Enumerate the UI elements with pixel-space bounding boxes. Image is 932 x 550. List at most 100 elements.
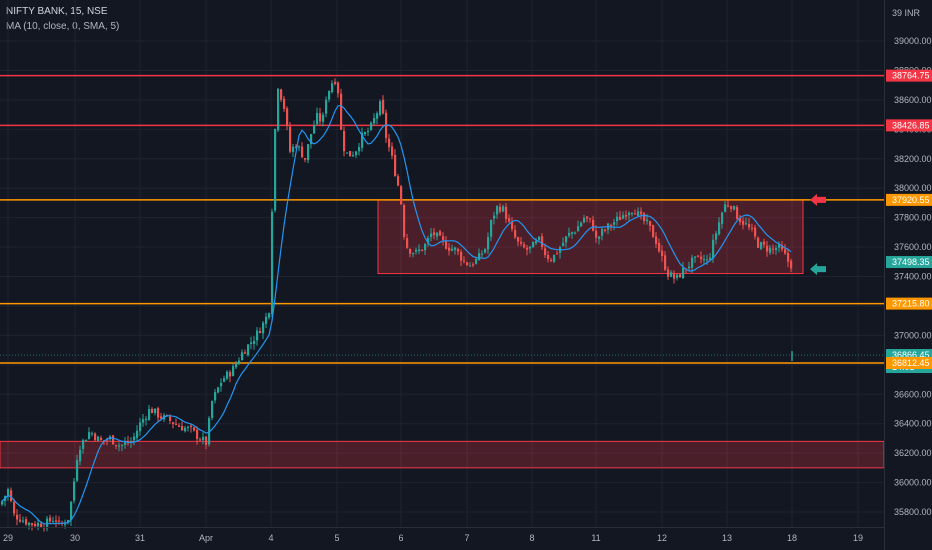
candle-body <box>325 99 328 114</box>
price-tag-value: 36866.45 <box>892 350 930 360</box>
x-tick-label: Apr <box>199 533 213 543</box>
markers[interactable] <box>810 193 826 276</box>
candle-body <box>190 425 193 428</box>
ma-line <box>1 104 792 525</box>
indicator-legend[interactable]: MA (10, close, 0, SMA, 5) <box>6 21 120 32</box>
candle-body <box>463 260 466 262</box>
candle-body <box>553 254 556 262</box>
candle-body <box>214 392 217 401</box>
x-tick-label: 4 <box>268 533 273 543</box>
chart-symbol-title[interactable]: NIFTY BANK, 15, NSE <box>6 6 108 17</box>
candle-body <box>70 501 73 521</box>
x-tick-label: 7 <box>464 533 469 543</box>
candle-body <box>439 231 442 236</box>
candle-body <box>781 245 784 250</box>
candle-body <box>511 221 514 230</box>
candle-body <box>661 250 664 257</box>
candle-body <box>493 215 496 219</box>
candle-body <box>256 330 259 341</box>
y-tick-label: 35800.00 <box>894 507 932 517</box>
candle-body <box>679 274 682 278</box>
candle-body <box>160 416 163 419</box>
candle-body <box>220 382 223 387</box>
candle-body <box>169 416 172 421</box>
y-tick-label: 38200.00 <box>894 154 932 164</box>
candle-body <box>586 216 589 219</box>
candle-body <box>673 273 676 279</box>
candle-body <box>55 520 58 522</box>
x-tick-label: 11 <box>591 533 600 543</box>
price-tag <box>886 297 932 310</box>
candle-body <box>271 211 274 314</box>
candle-body <box>412 252 415 254</box>
candle-body <box>25 519 28 525</box>
candle-body <box>589 218 592 220</box>
candle-body <box>700 256 703 260</box>
price-tag-value: 37215.80 <box>892 299 930 309</box>
x-tick-label: 5 <box>334 533 339 543</box>
candle-body <box>658 242 661 252</box>
candle-body <box>697 255 700 257</box>
candle-body <box>394 154 397 177</box>
candle-body <box>229 372 232 377</box>
candle-body <box>7 489 10 497</box>
x-tick-label: 29 <box>3 533 13 543</box>
candle-body <box>100 437 103 440</box>
time-axis[interactable]: 29 30 31 Apr 4 5 6 7 8 11 12 13 18 19 <box>3 533 863 543</box>
candle-body <box>751 227 754 229</box>
candle-body <box>409 248 412 254</box>
candle-body <box>49 517 52 522</box>
candle-body <box>145 418 148 420</box>
candle-body <box>634 213 637 215</box>
candle-body <box>316 112 319 125</box>
candle-body <box>304 157 307 160</box>
candle-body <box>613 222 616 225</box>
candle-body <box>73 481 76 501</box>
candle-body <box>253 341 256 344</box>
candle-body <box>148 409 151 420</box>
candle-body <box>340 93 343 130</box>
price-tag-value: 38426.85 <box>892 120 930 130</box>
candle-body <box>307 144 310 161</box>
candle-body <box>682 267 685 279</box>
candle-body <box>358 147 361 152</box>
candle-body <box>592 219 595 231</box>
candle-body <box>268 313 271 318</box>
candle-body <box>40 523 43 527</box>
candle-body <box>466 262 469 266</box>
candle-body <box>301 146 304 158</box>
candle-body <box>703 259 706 261</box>
candle-body <box>532 241 535 248</box>
candle-body <box>748 223 751 228</box>
y-tick-label: 37800.00 <box>894 213 932 223</box>
price-tag-value: 37920.55 <box>892 195 930 205</box>
candle-body <box>565 236 568 243</box>
price-axis-divider <box>884 0 885 550</box>
candle-body <box>154 408 157 414</box>
candle-body <box>184 427 187 432</box>
candle-body <box>562 242 565 246</box>
y-tick-label: 36600.00 <box>894 389 932 399</box>
candle-body <box>67 519 70 523</box>
candle-body <box>457 249 460 252</box>
candle-body <box>430 233 433 238</box>
candle-body <box>421 249 424 251</box>
x-tick-label: 31 <box>135 533 145 543</box>
horizontal-lines[interactable] <box>0 74 884 364</box>
candle-body <box>478 253 481 261</box>
candle-body <box>649 221 652 226</box>
candle-body <box>10 490 13 502</box>
price-labels: 38764.75 38426.85 37920.55 37215.80 36812.45… <box>886 69 932 374</box>
candle-body <box>19 519 22 522</box>
candle-body <box>34 523 37 527</box>
candle-body <box>235 363 238 368</box>
x-tick-label: 18 <box>787 533 797 543</box>
candle-body <box>676 274 679 278</box>
candle-body <box>733 206 736 210</box>
candle-body <box>64 523 67 525</box>
y-tick-label: 36400.00 <box>894 419 932 429</box>
candle-body <box>526 247 529 250</box>
y-tick-label: 36000.00 <box>894 478 932 488</box>
candle-body <box>142 419 145 423</box>
